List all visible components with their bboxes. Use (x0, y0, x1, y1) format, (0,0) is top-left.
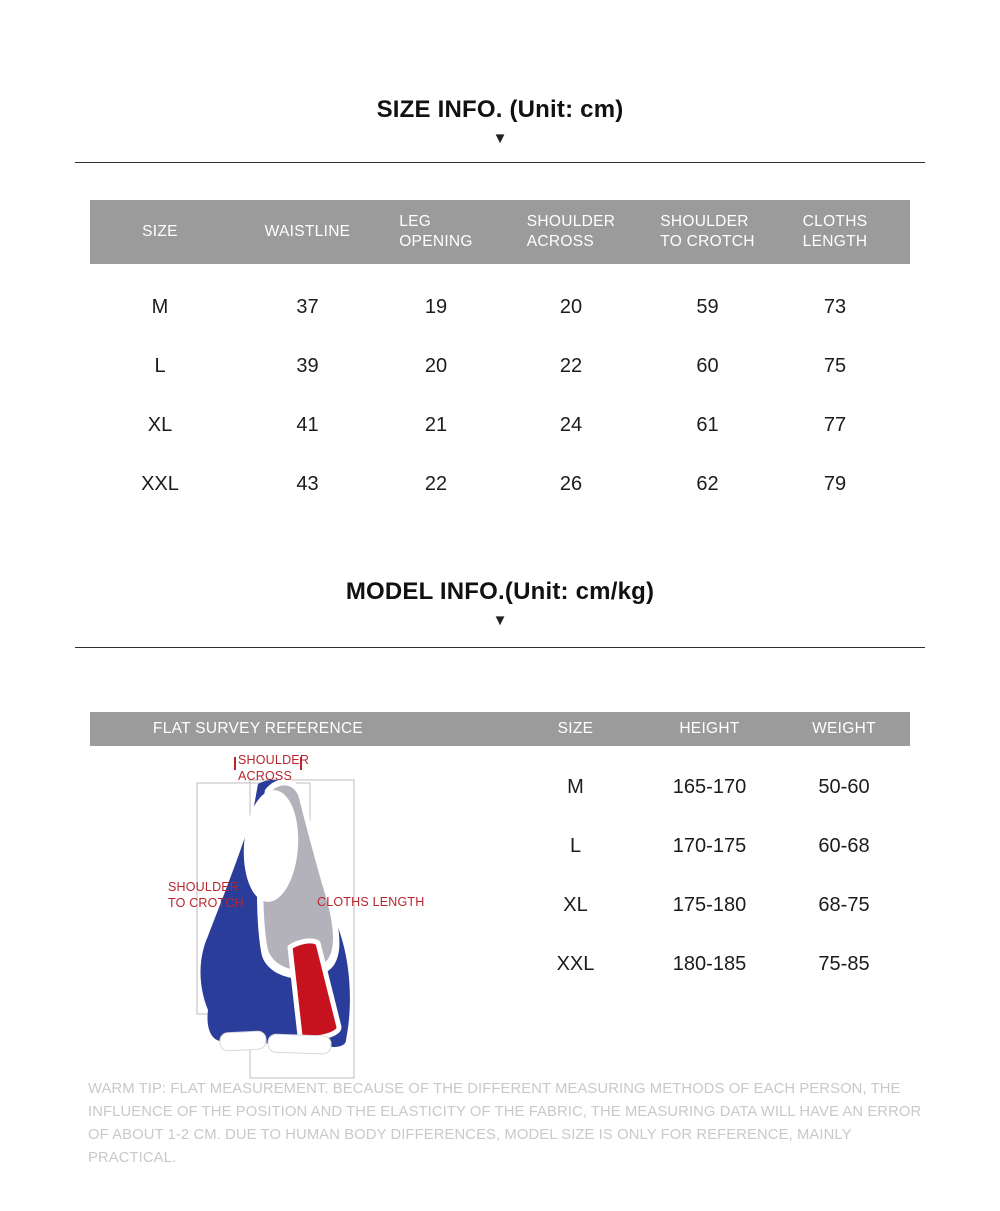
size-table-header-cell: LEG OPENING (399, 212, 473, 250)
waistline-value: 41 (296, 414, 319, 436)
model-table-row: M 165-170 50-60 (510, 758, 910, 817)
shoulder-to-crotch-value: 60 (696, 355, 719, 377)
model-table-header-cell: WEIGHT (812, 720, 876, 737)
warm-tip-text: WARM TIP: FLAT MEASUREMENT. BECAUSE OF T… (88, 1081, 922, 1166)
size-label: L (154, 355, 166, 377)
size-table-header: SIZE WAISTLINE LEG OPENING SHOULDER ACRO… (90, 200, 910, 264)
size-table-header-cell: SHOULDER TO CROTCH (660, 212, 755, 250)
size-label: XL (563, 894, 588, 916)
leg-opening-value: 21 (424, 414, 448, 436)
waistline-value: 43 (296, 473, 319, 495)
height-value: 175-180 (672, 894, 747, 916)
size-table-row: M 37 19 20 59 73 (90, 278, 910, 337)
size-label: XXL (556, 953, 595, 975)
size-table-header-cell: CLOTHS LENGTH (802, 212, 868, 250)
model-table-header: FLAT SURVEY REFERENCE SIZE HEIGHT WEIGHT (90, 712, 910, 746)
shoulder-across-label: SHOULDER ACROSS (238, 753, 310, 783)
shoulder-to-crotch-value: 62 (696, 473, 719, 495)
model-table-row: XXL 180-185 75-85 (510, 935, 910, 994)
size-table-header-cell: WAISTLINE (264, 222, 351, 240)
shoulder-across-value: 20 (559, 296, 583, 318)
height-value: 165-170 (672, 776, 747, 798)
size-label: XXL (141, 473, 179, 495)
triangle-down-icon: ▼ (492, 130, 508, 147)
weight-value: 75-85 (818, 953, 870, 975)
bib-shorts-illustration (196, 779, 355, 1079)
weight-value: 68-75 (818, 894, 870, 916)
waistline-value: 39 (296, 355, 319, 377)
size-label: L (569, 835, 582, 857)
model-table-header-cell: HEIGHT (679, 720, 740, 737)
cloths-length-value: 79 (823, 473, 847, 495)
divider-line (75, 162, 925, 163)
model-table-header-cell: SIZE (557, 720, 594, 737)
shoulder-to-crotch-value: 59 (696, 296, 719, 318)
model-table-body: M 165-170 50-60 L 170-175 60-68 XL 175-1… (510, 758, 910, 994)
measure-tick (234, 757, 236, 770)
shoulder-across-value: 24 (559, 414, 583, 436)
weight-value: 50-60 (818, 776, 870, 798)
size-label: XL (147, 414, 173, 436)
waistline-value: 37 (296, 296, 319, 318)
size-table-row: XL 41 21 24 61 77 (90, 396, 910, 455)
leg-opening-value: 22 (424, 473, 448, 495)
weight-value: 60-68 (818, 835, 870, 857)
size-label: M (151, 296, 169, 318)
height-value: 180-185 (672, 953, 747, 975)
size-table-row: L 39 20 22 60 75 (90, 337, 910, 396)
size-table-row: XXL 43 22 26 62 79 (90, 455, 910, 514)
divider-line (75, 647, 925, 648)
model-table-row: L 170-175 60-68 (510, 817, 910, 876)
height-value: 170-175 (672, 835, 747, 857)
shoulder-to-crotch-label: SHOULDER TO CROTCH (168, 880, 244, 910)
model-table-row: XL 175-180 68-75 (510, 876, 910, 935)
shoulder-across-value: 26 (559, 473, 583, 495)
cloths-length-value: 73 (823, 296, 847, 318)
triangle-down-icon: ▼ (492, 612, 508, 629)
model-info-title: MODEL INFO.(Unit: cm/kg) (345, 578, 655, 605)
leg-opening-value: 20 (424, 355, 448, 377)
size-info-title: SIZE INFO. (Unit: cm) (376, 96, 624, 123)
cloths-length-value: 77 (823, 414, 847, 436)
size-table-body: M 37 19 20 59 73 L 39 20 22 60 75 XL 41 … (90, 278, 910, 514)
shoulder-across-value: 22 (559, 355, 583, 377)
bib-shorts-diagram: SHOULDER ACROSS SHOULDER TO CROTCH CLOTH… (150, 748, 490, 1088)
measure-tick (300, 757, 302, 770)
size-label: M (567, 776, 584, 798)
leg-opening-value: 19 (424, 296, 448, 318)
cloths-length-value: 75 (823, 355, 847, 377)
cloths-length-label: CLOTHS LENGTH (317, 895, 425, 909)
shoulder-to-crotch-value: 61 (696, 414, 719, 436)
flat-survey-reference-label: FLAT SURVEY REFERENCE (152, 720, 364, 737)
size-table-header-cell: SHOULDER ACROSS (526, 212, 616, 250)
size-table-header-cell: SIZE (142, 222, 178, 240)
